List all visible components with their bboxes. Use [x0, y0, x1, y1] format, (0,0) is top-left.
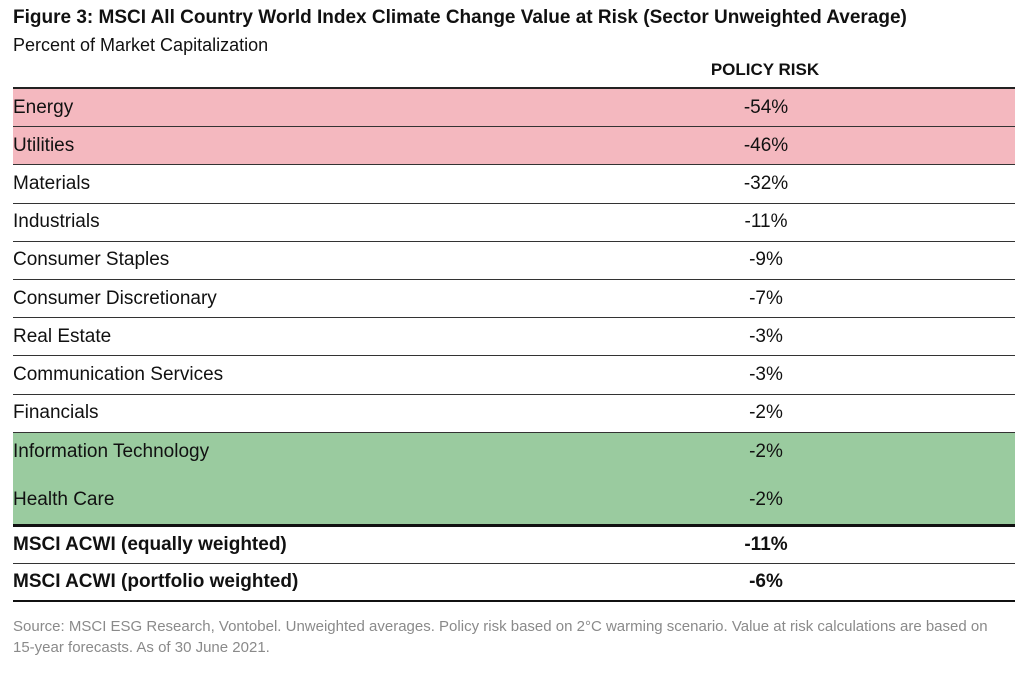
summary-label: MSCI ACWI (portfolio weighted) [13, 570, 299, 592]
row-value: -54% [743, 96, 789, 118]
table-row: Information Technology -2% [13, 432, 1015, 471]
summary-label: MSCI ACWI (equally weighted) [13, 533, 287, 555]
row-value: -11% [744, 211, 788, 233]
row-label: Consumer Staples [13, 249, 170, 271]
row-value: -2% [749, 440, 783, 462]
row-value: -2% [749, 402, 783, 424]
row-value: -32% [743, 172, 789, 194]
chart-subtitle: Percent of Market Capitalization [13, 35, 269, 55]
row-value: -3% [749, 363, 783, 385]
row-value: -9% [749, 249, 783, 271]
summary-row: MSCI ACWI (portfolio weighted) -6% [13, 564, 1015, 602]
table-top-rule [13, 87, 1015, 89]
table-row: Financials -2% [13, 395, 1015, 433]
table-row: Health Care -2% [13, 470, 1015, 524]
column-header-policy-risk: POLICY RISK [710, 60, 820, 79]
row-value: -46% [743, 134, 789, 156]
table-row: Utilities -46% [13, 127, 1015, 166]
row-label: Consumer Discretionary [13, 287, 217, 309]
source-note: Source: MSCI ESG Research, Vontobel. Unw… [13, 618, 988, 656]
row-label: Communication Services [13, 363, 224, 385]
row-label: Materials [13, 172, 91, 194]
row-value: -7% [749, 287, 783, 309]
summary-divider [13, 523, 1015, 527]
summary-value: -11% [744, 533, 788, 555]
row-label: Information Technology [13, 440, 210, 462]
table-row: Industrials -11% [13, 204, 1015, 242]
row-value: -2% [749, 488, 783, 510]
row-value: -3% [749, 325, 783, 347]
row-label: Energy [13, 96, 74, 118]
row-label: Health Care [13, 488, 115, 510]
summary-row: MSCI ACWI (equally weighted) -11% [13, 527, 1015, 564]
row-label: Utilities [13, 134, 75, 156]
chart-title: Figure 3: MSCI All Country World Index C… [13, 7, 907, 28]
row-label: Industrials [13, 211, 100, 233]
table-row: Communication Services -3% [13, 356, 1015, 395]
risk-table: Energy -54% Utilities -46% Materials -32… [13, 87, 1015, 602]
table-row: Materials -32% [13, 165, 1015, 204]
table-row: Real Estate -3% [13, 318, 1015, 357]
row-label: Financials [13, 402, 99, 424]
summary-value: -6% [749, 570, 783, 592]
row-label: Real Estate [13, 325, 112, 347]
table-row: Energy -54% [13, 89, 1015, 128]
table-row: Consumer Discretionary -7% [13, 280, 1015, 319]
table-row: Consumer Staples -9% [13, 242, 1015, 280]
